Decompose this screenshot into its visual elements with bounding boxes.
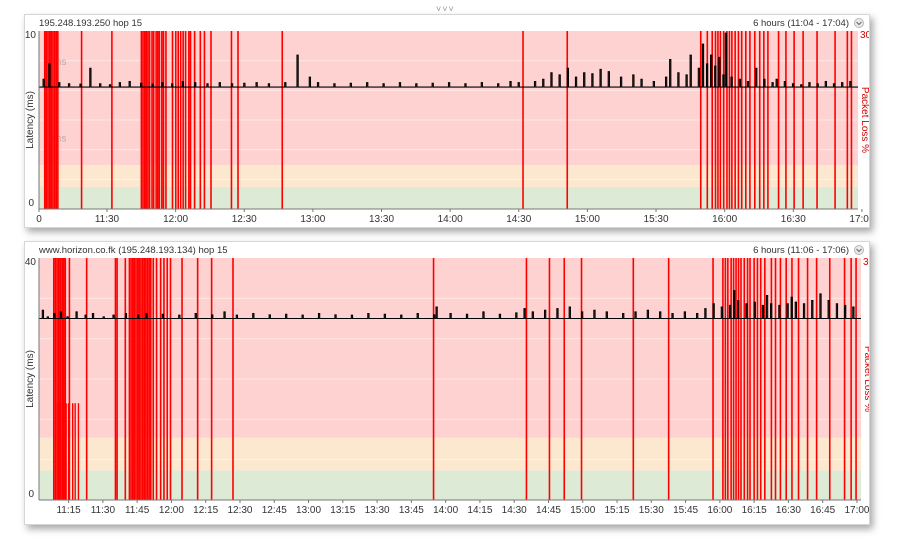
x-tick-label: 15:00: [570, 505, 595, 516]
x-tick-label: 14:15: [467, 505, 492, 516]
y-axis-min-label: 0: [28, 198, 34, 209]
time-range-label: 6 hours (11:06 - 17:06): [753, 245, 849, 256]
x-tick-label: 12:00: [159, 505, 184, 516]
chevron-down-icon: [856, 248, 862, 253]
y-axis-title: Latency (ms): [25, 91, 36, 149]
x-tick-label: 15:00: [575, 214, 600, 225]
chart-title: 195.248.193.250 hop 15: [39, 18, 142, 29]
x-tick-label: 13:00: [300, 214, 325, 225]
x-tick-label: 16:30: [776, 505, 801, 516]
y2-axis-max-label: 30: [860, 30, 869, 41]
x-tick-label: 14:30: [506, 214, 531, 225]
x-tick-label: 15:30: [639, 505, 664, 516]
x-tick-label: 11:30: [95, 214, 120, 225]
x-tick-label: 16:30: [781, 214, 806, 225]
x-tick-label: 13:15: [330, 505, 355, 516]
x-tick-label: 14:45: [536, 505, 561, 516]
x-tick-label: 12:00: [163, 214, 188, 225]
watermark-label: ms: [53, 57, 66, 68]
x-tick-label: 12:45: [262, 505, 287, 516]
x-tick-label: 16:45: [810, 505, 835, 516]
time-range-label: 6 hours (11:04 - 17:04): [753, 18, 849, 29]
zone-yellow: [39, 165, 858, 188]
zone-green: [39, 187, 858, 209]
range-dropdown-icon[interactable]: [854, 18, 864, 28]
x-tick-label: 0: [36, 214, 42, 225]
x-tick-label: 16:15: [742, 505, 767, 516]
x-tick-label: 14:30: [502, 505, 527, 516]
x-tick-label: 13:30: [365, 505, 390, 516]
x-tick-label: 15:45: [673, 505, 698, 516]
chart-title: www.horizon.co.fk (195.248.193.134) hop …: [38, 245, 228, 256]
x-tick-label: 13:30: [369, 214, 394, 225]
x-tick-label: 17:00: [844, 505, 869, 516]
x-tick-label: 14:00: [433, 505, 458, 516]
x-tick-label: 14:00: [438, 214, 463, 225]
zone-yellow: [39, 437, 861, 471]
latency-series-line: [39, 32, 858, 88]
x-tick-label: 11:45: [125, 505, 150, 516]
x-tick-label: 13:00: [296, 505, 321, 516]
latency-series-line: [39, 290, 861, 320]
y-axis-max-label: 740: [25, 257, 36, 268]
y-axis-min-label: 0: [28, 489, 34, 500]
y-axis-title: Latency (ms): [25, 350, 36, 408]
drag-handle-grip-icon[interactable]: ˅˅˅: [436, 4, 455, 14]
chart-svg: msmsmswww.horizon.co.fk (195.248.193.134…: [25, 245, 869, 516]
x-tick-label: 17:00: [849, 214, 869, 225]
zone-green: [39, 470, 861, 500]
x-tick-label: 16:00: [707, 505, 732, 516]
chart-panel-horizon: msmsmswww.horizon.co.fk (195.248.193.134…: [24, 241, 870, 525]
range-dropdown-icon[interactable]: [854, 245, 864, 255]
chevron-down-icon: [856, 21, 862, 26]
chart-svg: ms ms 195.248.193.250 hop 15 6 hours (11:04…: [25, 18, 869, 225]
x-tick-label: 11:30: [91, 505, 116, 516]
watermark-label: ms: [53, 133, 66, 144]
zone-red: [39, 258, 861, 438]
chart-panel-hop-250: ms ms 195.248.193.250 hop 15 6 hours (11:04…: [24, 14, 870, 228]
x-tick-label: 12:15: [193, 505, 218, 516]
x-tick-label: 12:30: [232, 214, 257, 225]
x-tick-label: 11:15: [56, 505, 81, 516]
x-tick-label: 12:30: [227, 505, 252, 516]
y-axis-max-label: 810: [25, 30, 36, 41]
x-tick-label: 15:15: [605, 505, 630, 516]
y2-axis-max-label: 30: [863, 257, 869, 268]
y2-axis-title: Packet Loss %: [862, 346, 869, 412]
x-tick-label: 16:00: [712, 214, 737, 225]
x-tick-label: 13:45: [399, 505, 424, 516]
y2-axis-title: Packet Loss %: [859, 87, 869, 153]
x-tick-label: 15:30: [644, 214, 669, 225]
